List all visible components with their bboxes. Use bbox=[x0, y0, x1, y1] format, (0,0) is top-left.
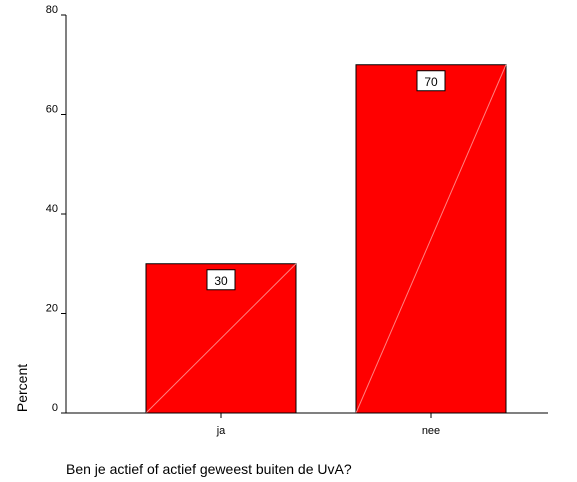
y-tick-label: 80 bbox=[46, 4, 58, 16]
data-label: 70 bbox=[424, 75, 438, 89]
y-tick-label: 40 bbox=[46, 203, 58, 215]
y-tick-label: 0 bbox=[52, 402, 58, 414]
x-axis-title: Ben je actief of actief geweest buiten d… bbox=[66, 461, 352, 477]
y-axis-title: Percent bbox=[14, 364, 30, 412]
data-label-box bbox=[416, 70, 446, 92]
bar-diagonal-ja bbox=[145, 263, 297, 414]
data-label-box bbox=[206, 269, 236, 291]
x-ticks-group: ja nee bbox=[216, 413, 440, 437]
y-tick-label: 20 bbox=[46, 303, 58, 315]
bar-diagonal-nee bbox=[355, 64, 507, 414]
y-tick-label: 60 bbox=[46, 104, 58, 116]
y-ticks-group: 0 20 40 60 80 bbox=[46, 4, 66, 414]
bars-group bbox=[145, 64, 507, 414]
x-tick-label: nee bbox=[422, 425, 440, 437]
data-label: 30 bbox=[214, 274, 228, 288]
x-tick-label: ja bbox=[216, 425, 226, 437]
data-labels-group: 30 70 bbox=[206, 70, 446, 291]
